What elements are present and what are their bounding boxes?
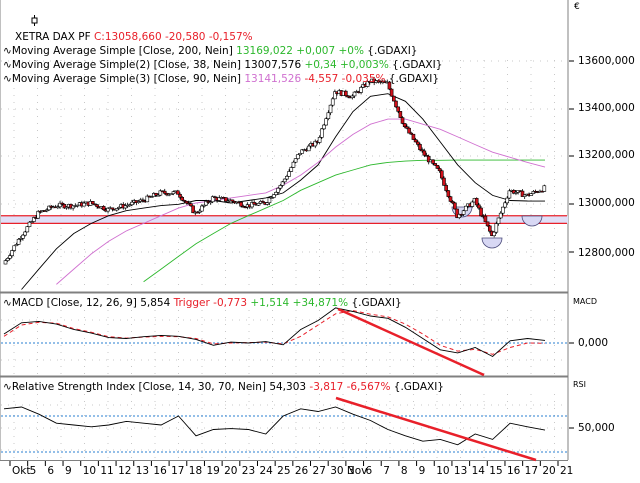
x-tick-label: Okt: [12, 465, 31, 477]
y-tick-label: 12800,000: [578, 247, 635, 259]
macd-pane-label: MACD: [573, 297, 597, 306]
indicator-wave-icon: ∿: [3, 381, 12, 393]
x-tick-label: 9: [65, 465, 72, 477]
indicator-source: {.GDAXI}: [367, 45, 418, 57]
x-tick-label: 6: [47, 465, 55, 477]
price-legend: XETRA DAX PF C:13058,660 -20,580 -0,157%…: [3, 1, 442, 86]
rsi-title: Relative Strength Index [Close, 14, 30, …: [11, 381, 266, 393]
indicator-change: +0,34 +0,003%: [304, 59, 389, 71]
y-tick-label: 13200,000: [578, 149, 635, 161]
x-tick-label: 16: [153, 465, 167, 477]
macd-title: MACD [Close, 12, 26, 9]: [11, 297, 137, 309]
x-tick-label: 25: [277, 465, 291, 477]
macd-legend[interactable]: ∿MACD [Close, 12, 26, 9] 5,854 Trigger -…: [3, 296, 402, 310]
x-tick-label: 26: [294, 465, 309, 477]
indicator-wave-icon: ∿: [3, 297, 12, 309]
macd-value: 5,854: [140, 297, 171, 309]
indicator-name: Moving Average Simple(3) [Close, 90, Nei…: [11, 73, 241, 85]
x-tick-label: 6: [365, 465, 373, 477]
y-tick-label: 13600,000: [578, 55, 635, 67]
x-tick-label: 13: [453, 465, 468, 477]
x-tick-label: 3: [347, 465, 355, 477]
macd-chart: [1, 307, 567, 377]
rsi-change: -3,817 -6,567%: [309, 381, 391, 393]
x-tick-label: 11: [100, 465, 114, 477]
x-tick-label: 27: [312, 465, 326, 477]
rsi-pane-label: RSI: [573, 380, 586, 389]
x-tick-label: 24: [259, 465, 273, 477]
indicator-value: 13141,526: [244, 73, 302, 85]
indicator-value: 13169,022: [236, 45, 293, 57]
currency-label: €: [574, 2, 580, 12]
x-tick-label: 17: [524, 465, 539, 477]
x-tick-label: 16: [506, 465, 521, 477]
x-tick-label: 30 Nov: [330, 465, 368, 477]
x-tick-label: 21: [560, 465, 574, 477]
price-chart: [1, 76, 568, 290]
y-tick-label: 50,000: [578, 422, 615, 434]
x-tick-label: 18: [188, 465, 203, 477]
indicator-legend-row[interactable]: ∿Moving Average Simple(3) [Close, 90, Ne…: [3, 72, 442, 86]
indicator-name: Moving Average Simple [Close, 200, Nein]: [11, 45, 233, 57]
macd-trigger-value: -0,773: [213, 297, 248, 309]
indicator-source: {.GDAXI}: [388, 73, 440, 85]
x-tick-label: 10: [436, 465, 450, 477]
y-tick-label: 0,000: [578, 337, 609, 349]
x-tick-label: 9: [418, 465, 426, 477]
y-tick-label: 13000,000: [578, 197, 635, 209]
instrument-quote: C:13058,660 -20,580 -0,157%: [93, 31, 253, 43]
macd-change: +1,514 +34,871%: [250, 297, 349, 309]
x-tick-label: 23: [241, 465, 256, 477]
indicator-source: {.GDAXI}: [392, 59, 443, 71]
y-tick-label: 13400,000: [578, 102, 635, 114]
rsi-legend[interactable]: ∿Relative Strength Index [Close, 14, 30,…: [3, 380, 444, 394]
instrument-legend-row[interactable]: XETRA DAX PF C:13058,660 -20,580 -0,157%: [3, 1, 442, 44]
indicator-change: +0,007 +0%: [296, 45, 364, 57]
rsi-chart: [1, 396, 567, 462]
indicator-wave-icon: ∿: [3, 73, 12, 85]
x-tick-label: 15: [489, 465, 503, 477]
x-tick-label: 12: [118, 465, 132, 477]
indicator-legend-row[interactable]: ∿Moving Average Simple [Close, 200, Nein…: [3, 44, 442, 58]
x-tick-label: 7: [383, 465, 390, 477]
x-tick-label: 8: [400, 465, 408, 477]
macd-source: {.GDAXI}: [351, 297, 402, 309]
x-tick-label: 19: [206, 465, 220, 477]
x-tick-label: 5: [29, 465, 37, 477]
axis-ticks: [9, 60, 574, 466]
x-tick-label: 14: [471, 465, 485, 477]
indicator-legend-row[interactable]: ∿Moving Average Simple(2) [Close, 38, Ne…: [3, 58, 442, 72]
indicator-change: -4,557 -0,035%: [304, 73, 386, 85]
indicator-wave-icon: ∿: [3, 59, 12, 71]
candlestick-icon: [3, 1, 38, 44]
instrument-name: XETRA DAX PF: [15, 31, 91, 43]
indicator-value: 13007,576: [244, 59, 302, 71]
x-tick-label: 13: [135, 465, 150, 477]
x-tick-label: 17: [171, 465, 185, 477]
rsi-value: 54,303: [269, 381, 307, 393]
indicator-wave-icon: ∿: [3, 45, 12, 57]
rsi-source: {.GDAXI}: [393, 381, 444, 393]
x-tick-label: 20: [224, 465, 238, 477]
x-tick-label: 20: [542, 465, 556, 477]
x-tick-label: 10: [82, 465, 97, 477]
macd-trigger-label: Trigger: [173, 297, 210, 309]
indicator-name: Moving Average Simple(2) [Close, 38, Nei…: [11, 59, 241, 71]
